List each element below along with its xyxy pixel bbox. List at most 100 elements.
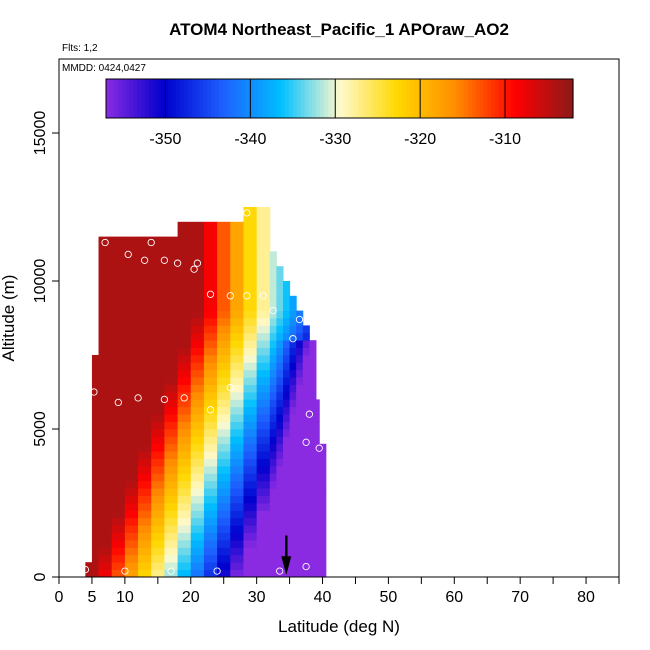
- heatmap-cell: [138, 540, 152, 548]
- heatmap-cell: [217, 303, 231, 311]
- heatmap-cell: [164, 466, 179, 474]
- heatmap-cell: [111, 236, 126, 245]
- heatmap-cell: [138, 325, 152, 334]
- heatmap-cell: [124, 510, 139, 519]
- heatmap-cell: [203, 399, 218, 408]
- heatmap-cell: [319, 525, 327, 533]
- sample-point: [226, 292, 234, 300]
- heatmap-cell: [230, 266, 244, 274]
- heatmap-cell: [243, 288, 258, 297]
- heatmap-cell: [91, 384, 100, 393]
- heatmap-cell: [256, 362, 271, 371]
- heatmap-cell: [302, 369, 310, 378]
- heatmap-cell: [98, 495, 113, 504]
- heatmap-cell: [256, 214, 271, 223]
- heatmap-cell: [283, 369, 291, 378]
- heatmap-cell: [289, 392, 297, 400]
- heatmap-cell: [217, 384, 231, 393]
- heatmap-cell: [177, 229, 192, 237]
- heatmap-cell: [309, 569, 317, 578]
- heatmap-cell: [177, 221, 192, 230]
- heatmap-cell: [269, 569, 277, 578]
- heatmap-cell: [177, 355, 192, 363]
- heatmap-cell: [151, 266, 165, 274]
- heatmap-cell: [230, 318, 244, 326]
- heatmap-cell: [276, 458, 284, 467]
- heatmap-cell: [124, 495, 139, 504]
- heatmap-cell: [138, 414, 152, 422]
- heatmap-cell: [230, 406, 244, 415]
- heatmap-cell: [124, 384, 139, 393]
- heatmap-cell: [203, 221, 218, 230]
- colorbar-swatch: [300, 79, 306, 118]
- heatmap-cell: [269, 510, 277, 519]
- heatmap-cell: [203, 236, 218, 245]
- heatmap-cell: [98, 429, 113, 437]
- heatmap-cell: [243, 251, 258, 260]
- heatmap-cell: [111, 392, 126, 400]
- heatmap-cell: [269, 340, 277, 348]
- heatmap-cell: [151, 362, 165, 371]
- heatmap-cell: [151, 547, 165, 556]
- heatmap-cell: [289, 503, 297, 511]
- heatmap-cell: [151, 303, 165, 311]
- heatmap-cell: [91, 451, 100, 459]
- heatmap-cell: [177, 532, 192, 541]
- sample-point: [140, 256, 149, 264]
- heatmap-cell: [256, 384, 271, 393]
- heatmap-cell: [230, 517, 244, 526]
- heatmap-cell: [256, 443, 271, 452]
- heatmap-cell: [190, 281, 205, 289]
- colorbar-swatch: [537, 79, 543, 118]
- heatmap-cell: [164, 355, 179, 363]
- heatmap-cell: [124, 451, 139, 459]
- heatmap-cell: [164, 562, 179, 570]
- sample-point: [83, 400, 91, 408]
- colorbar-swatch: [207, 79, 212, 118]
- heatmap-cell: [91, 355, 100, 363]
- heatmap-cell: [256, 273, 271, 282]
- heatmap-cell: [138, 525, 152, 533]
- heatmap-cell: [203, 443, 218, 452]
- heatmap-cell: [98, 532, 113, 541]
- heatmap-cell: [190, 458, 205, 467]
- heatmap-cell: [190, 340, 205, 348]
- heatmap-cell: [91, 429, 100, 437]
- y-tick-label: 0: [32, 572, 49, 581]
- heatmap-cell: [151, 466, 165, 474]
- heatmap-cell: [309, 399, 317, 408]
- heatmap-cell: [91, 510, 100, 519]
- heatmap-cell: [256, 547, 271, 556]
- heatmap-cell: [243, 325, 258, 334]
- sample-point: [305, 410, 314, 418]
- heatmap-cell: [296, 473, 304, 482]
- heatmap-cell: [276, 503, 284, 511]
- heatmap-cell: [91, 377, 100, 385]
- heatmap-cell: [217, 569, 231, 578]
- heatmap-cell: [151, 406, 165, 415]
- colorbar-swatch: [288, 79, 294, 118]
- heatmap-cell: [230, 532, 244, 541]
- heatmap-cell: [124, 347, 139, 356]
- heatmap-cell: [243, 421, 258, 430]
- heatmap-cell: [276, 406, 284, 415]
- colorbar-swatch: [491, 79, 496, 118]
- heatmap-cell: [230, 569, 244, 578]
- heatmap-cell: [243, 384, 258, 393]
- heatmap-cell: [256, 488, 271, 496]
- heatmap-cell: [276, 295, 284, 304]
- heatmap-cell: [243, 525, 258, 533]
- heatmap-cell: [315, 562, 320, 570]
- heatmap-cell: [276, 281, 284, 289]
- heatmap-cell: [230, 421, 244, 430]
- heatmap-cell: [276, 443, 284, 452]
- heatmap-cell: [302, 443, 310, 452]
- heatmap-cell: [315, 436, 320, 445]
- heatmap-cell: [230, 355, 244, 363]
- heatmap-cell: [98, 236, 113, 245]
- heatmap-cell: [315, 547, 320, 556]
- heatmap-cell: [315, 517, 320, 526]
- heatmap-cell: [151, 325, 165, 334]
- colorbar-swatch: [549, 79, 555, 118]
- heatmap-cell: [283, 340, 291, 348]
